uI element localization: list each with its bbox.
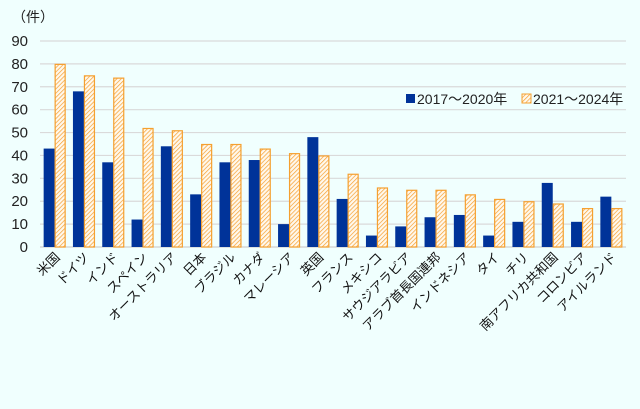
y-axis-ticks: 0 10 20 30 40 50 60 70 80 90	[11, 33, 28, 256]
bar-2017-2020	[190, 194, 202, 247]
legend-swatch-2021-2024	[521, 93, 532, 104]
bar-2021-2024	[406, 189, 418, 248]
bar-2021-2024	[113, 77, 125, 248]
bar-2021-2024	[611, 207, 623, 248]
bar-2017-2020	[541, 182, 553, 247]
bar-2021-2024	[142, 127, 154, 248]
bar-2021-2024	[435, 189, 447, 248]
bar-2017-2020	[219, 162, 231, 247]
x-category-label: タイ	[474, 250, 503, 279]
bar-2021-2024	[552, 203, 564, 248]
y-tick-label: 60	[11, 102, 28, 119]
y-tick-label: 90	[11, 33, 28, 50]
bars	[43, 63, 623, 248]
bar-2017-2020	[600, 196, 612, 247]
bar-2021-2024	[464, 194, 476, 248]
bar-2017-2020	[424, 217, 436, 247]
bar-2021-2024	[54, 63, 66, 248]
bar-2017-2020	[336, 198, 348, 247]
bar-2017-2020	[483, 235, 495, 247]
y-tick-label: 50	[11, 125, 28, 142]
y-axis-unit-label: （件）	[12, 10, 54, 26]
bar-2021-2024	[318, 155, 330, 248]
bar-2017-2020	[248, 160, 260, 247]
bar-2021-2024	[201, 143, 213, 248]
y-tick-label: 10	[11, 216, 28, 233]
bar-2017-2020	[131, 219, 143, 247]
bar-2017-2020	[307, 137, 319, 247]
bar-2017-2020	[512, 221, 524, 247]
bar-2017-2020	[43, 148, 55, 247]
bar-2017-2020	[453, 214, 465, 247]
legend: 2017～2020年 2021～2024年	[406, 91, 623, 107]
legend-label-2021-2024: 2021～2024年	[533, 91, 623, 107]
legend-swatch-2017-2020	[406, 94, 415, 103]
bar-2017-2020	[571, 221, 583, 247]
legend-label-2017-2020: 2017～2020年	[417, 91, 507, 107]
y-tick-label: 80	[11, 56, 28, 73]
bar-2017-2020	[365, 235, 377, 247]
bar-2021-2024	[259, 148, 271, 248]
y-tick-label: 40	[11, 147, 28, 164]
bar-2021-2024	[523, 201, 535, 248]
bar-2021-2024	[171, 130, 183, 248]
bar-2021-2024	[83, 75, 96, 248]
bar-2021-2024	[494, 198, 506, 248]
x-category-label: ドイツ	[55, 250, 93, 288]
bar-2017-2020	[395, 226, 407, 247]
bar-2021-2024	[347, 173, 359, 248]
bar-2017-2020	[102, 162, 114, 247]
bar-2021-2024	[230, 143, 242, 248]
gridlines	[40, 40, 626, 248]
bar-2017-2020	[278, 224, 290, 247]
bar-2017-2020	[72, 91, 84, 247]
y-tick-label: 70	[11, 79, 28, 96]
bar-2021-2024	[581, 207, 594, 248]
y-tick-label: 20	[11, 193, 28, 210]
bar-2021-2024	[288, 153, 301, 248]
y-tick-label: 0	[20, 239, 28, 256]
bar-2021-2024	[376, 187, 389, 248]
bar-2017-2020	[160, 146, 172, 247]
y-tick-label: 30	[11, 170, 28, 187]
